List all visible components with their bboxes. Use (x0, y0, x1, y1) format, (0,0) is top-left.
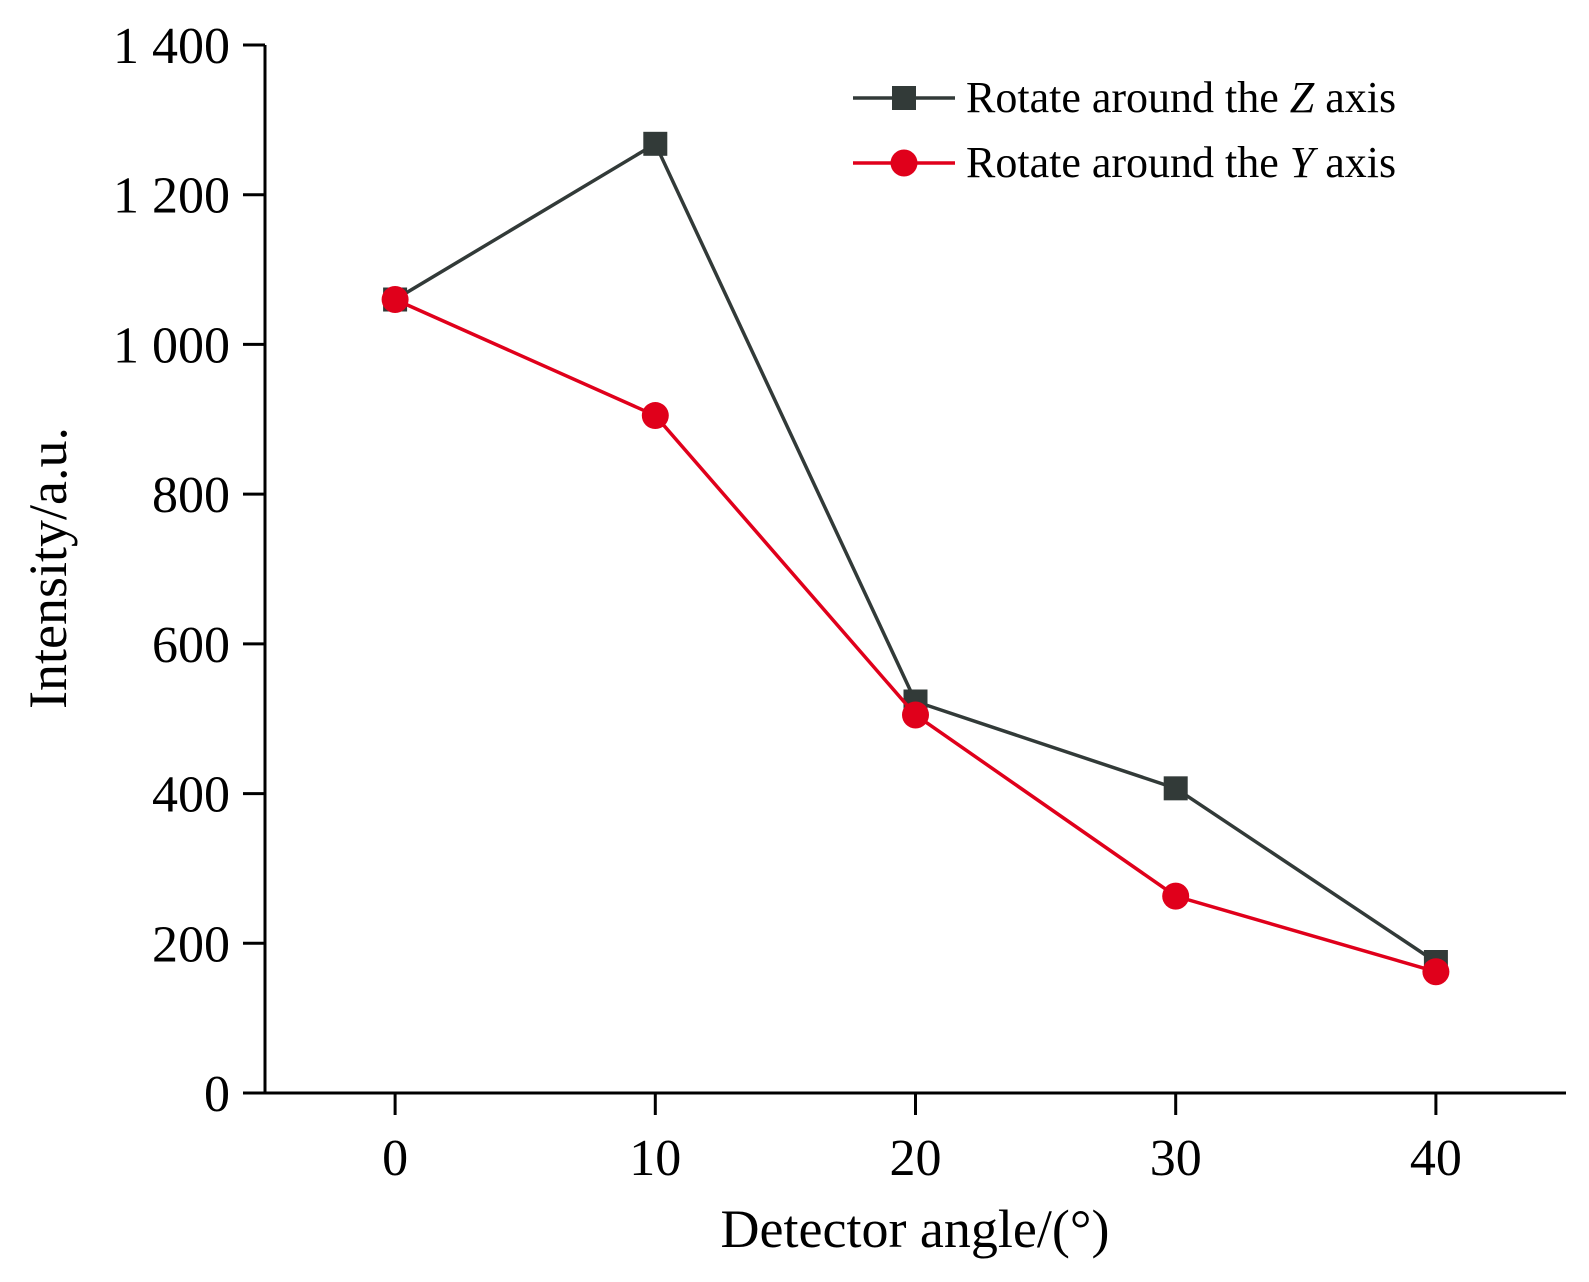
y-tick-label: 600 (152, 617, 230, 674)
circle-marker (1422, 958, 1450, 986)
series-y-axis (381, 286, 1450, 986)
legend-square-marker (892, 86, 916, 110)
x-tick-label: 10 (629, 1130, 681, 1187)
x-tick-label: 30 (1150, 1130, 1202, 1187)
y-tick-label: 1 000 (113, 317, 230, 374)
series-z-axis (383, 131, 1448, 974)
series-line (394, 297, 1437, 974)
y-tick-label: 800 (152, 467, 230, 524)
y-axis-title: Intensity/a.u. (18, 427, 78, 709)
x-tick-label: 0 (382, 1130, 408, 1187)
axes: 0 200 400 600 800 1 000 1 200 1 400 0 10 20 30 40 Det… (18, 18, 1566, 1259)
circle-marker (381, 286, 409, 314)
legend-label-prefix: Rotate around the (966, 138, 1290, 187)
circle-marker (902, 701, 929, 729)
series-layer (381, 131, 1450, 986)
legend-label-prefix: Rotate around the (966, 73, 1290, 122)
legend-label: Rotate around the Y axis (966, 138, 1396, 187)
circle-marker (1162, 882, 1190, 910)
x-tick-label: 20 (890, 1130, 942, 1187)
y-tick-label: 200 (152, 916, 230, 973)
series-line (394, 141, 1437, 964)
legend-circle-marker (890, 149, 918, 177)
square-marker (643, 131, 668, 156)
legend-label: Rotate around the Z axis (966, 73, 1396, 122)
circle-marker (641, 402, 669, 430)
y-tick-label: 1 400 (113, 18, 230, 75)
legend-label-axis: Y (1290, 138, 1319, 187)
legend-item: Rotate around the Y axis (853, 138, 1396, 187)
y-tick-label: 400 (152, 767, 230, 824)
x-axis-title: Detector angle/(°) (721, 1199, 1110, 1259)
legend-label-suffix: axis (1314, 138, 1396, 187)
legend-item: Rotate around the Z axis (853, 73, 1396, 122)
square-marker (1163, 776, 1188, 801)
y-tick-label: 0 (204, 1066, 230, 1123)
y-tick-label: 1 200 (113, 168, 230, 225)
x-tick-label: 40 (1410, 1130, 1462, 1187)
legend-label-axis: Z (1290, 73, 1315, 122)
legend-label-suffix: axis (1314, 73, 1396, 122)
